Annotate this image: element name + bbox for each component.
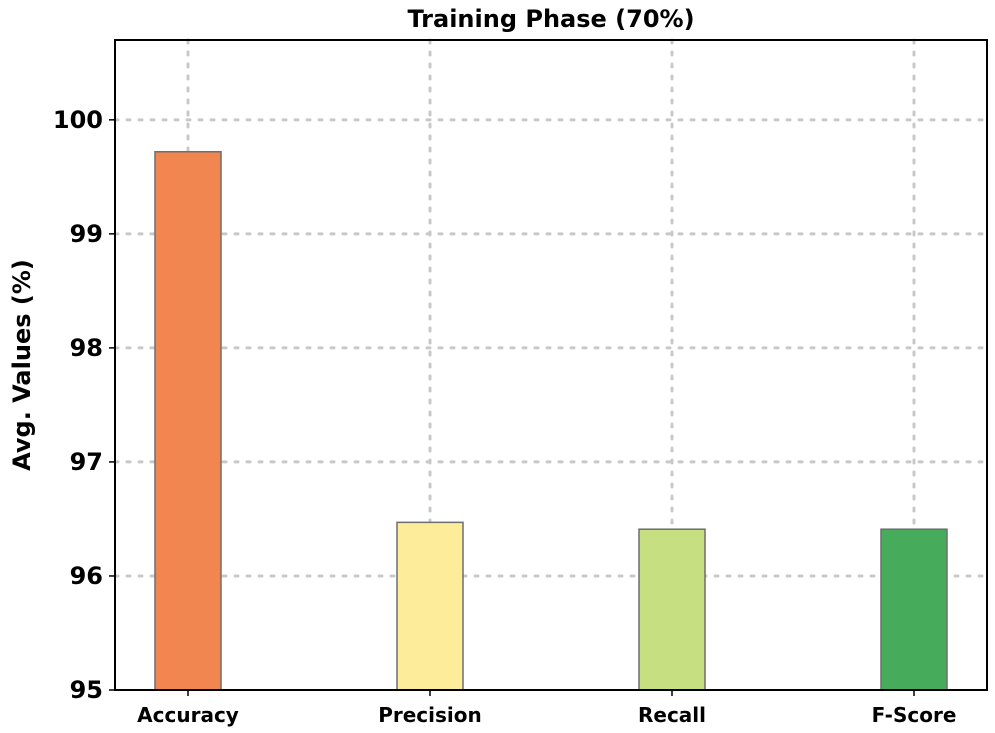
x-tick-label: Accuracy (137, 703, 239, 727)
y-axis-ticks: 95 96 97 98 99 100 (53, 106, 115, 704)
y-tick-label: 96 (70, 562, 103, 590)
y-axis-label: Avg. Values (%) (8, 259, 36, 471)
y-tick-label: 99 (70, 220, 103, 248)
bar-precision (396, 521, 464, 691)
y-tick-label: 97 (70, 448, 103, 476)
gridlines (113, 38, 989, 692)
x-tick-label: Precision (378, 703, 482, 727)
x-axis-ticks: Accuracy Precision Recall F-Score (137, 690, 956, 727)
x-tick-label: F-Score (872, 703, 957, 727)
plot-frame (114, 39, 988, 691)
y-tick-label: 95 (70, 676, 103, 704)
bars (154, 151, 948, 691)
y-tick-label: 100 (53, 106, 103, 134)
chart-title: Training Phase (70%) (407, 5, 694, 33)
bar-f-score (880, 528, 948, 691)
bar-accuracy (154, 151, 222, 691)
x-tick-label: Recall (638, 703, 706, 727)
bar-recall (638, 528, 706, 691)
y-tick-label: 98 (70, 334, 103, 362)
